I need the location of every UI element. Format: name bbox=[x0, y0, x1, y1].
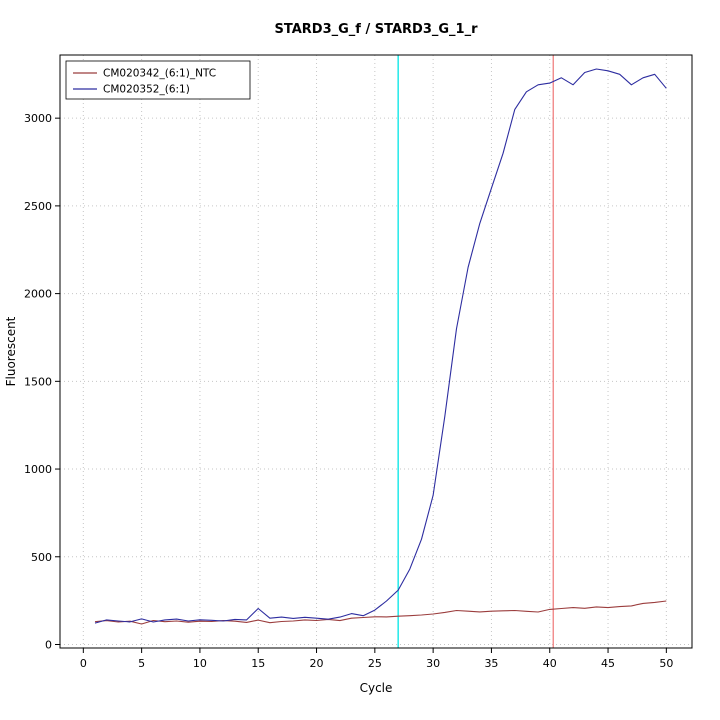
x-tick-label: 5 bbox=[138, 657, 145, 670]
grid bbox=[60, 55, 692, 648]
legend: CM020342_(6:1)_NTC CM020352_(6:1) bbox=[65, 60, 251, 100]
y-tick-label: 1000 bbox=[24, 463, 52, 476]
legend-label-0: CM020342_(6:1)_NTC bbox=[103, 68, 216, 80]
x-axis: 0 5 10 15 20 25 30 35 40 45 50 bbox=[80, 648, 673, 670]
x-tick-label: 20 bbox=[310, 657, 324, 670]
x-axis-label: Cycle bbox=[360, 681, 393, 695]
legend-box bbox=[65, 60, 251, 100]
chart-title: STARD3_G_f / STARD3_G_1_r bbox=[274, 22, 478, 37]
x-tick-label: 35 bbox=[484, 657, 498, 670]
y-axis-label: Fluorescent bbox=[4, 316, 18, 386]
series-line-0 bbox=[94, 600, 667, 625]
y-axis: 0 500 1000 1500 2000 2500 3000 bbox=[24, 112, 60, 651]
x-tick-label: 45 bbox=[601, 657, 615, 670]
x-tick-label: 0 bbox=[80, 657, 87, 670]
y-tick-label: 0 bbox=[45, 638, 52, 651]
x-tick-label: 40 bbox=[543, 657, 557, 670]
y-tick-label: 2500 bbox=[24, 200, 52, 213]
x-tick-label: 15 bbox=[251, 657, 265, 670]
y-tick-label: 3000 bbox=[24, 112, 52, 125]
x-tick-label: 50 bbox=[659, 657, 673, 670]
y-tick-label: 1500 bbox=[24, 375, 52, 388]
x-tick-label: 25 bbox=[368, 657, 382, 670]
plot-border bbox=[59, 54, 693, 649]
x-tick-label: 30 bbox=[426, 657, 440, 670]
series-line-1 bbox=[94, 68, 667, 624]
y-tick-label: 2000 bbox=[24, 288, 52, 301]
y-tick-label: 500 bbox=[31, 551, 52, 564]
x-tick-label: 10 bbox=[193, 657, 207, 670]
legend-label-1: CM020352_(6:1) bbox=[103, 84, 190, 96]
